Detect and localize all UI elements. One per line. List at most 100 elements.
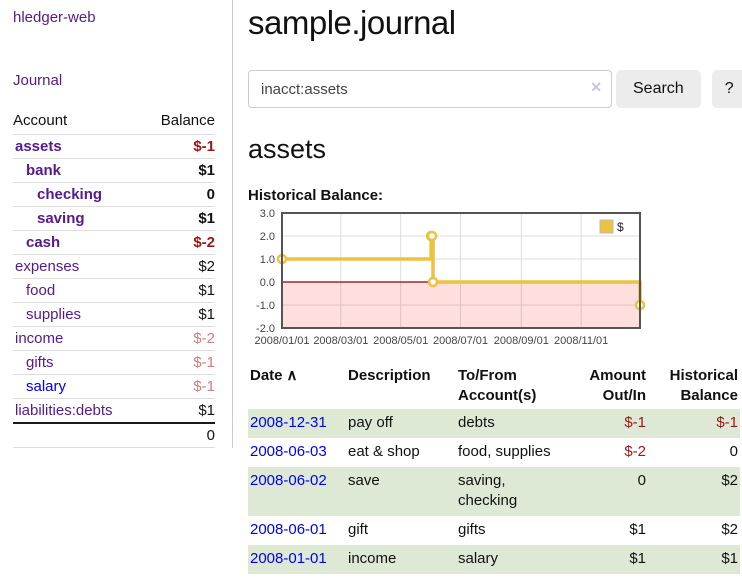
account-heading: assets — [248, 134, 327, 164]
register-accounts-cell: salary — [458, 550, 499, 567]
chart-x-tick-label: 2008/03/01 — [313, 335, 368, 347]
chart-legend-label: $ — [617, 220, 624, 234]
clear-search-icon[interactable]: ✕ — [590, 79, 602, 95]
register-row: 2008-06-02 save saving, checking 0 $2 — [248, 467, 740, 516]
register-table: Date ∧ Description To/From Account(s) Amo… — [248, 364, 740, 574]
account-row: supplies $1 — [13, 302, 215, 327]
search-input[interactable] — [248, 70, 612, 108]
register-accounts-cell: food, supplies — [458, 443, 551, 460]
account-name-cell: saving — [13, 206, 144, 231]
account-balance: $-1 — [143, 134, 215, 159]
account-balance: $1 — [143, 158, 215, 183]
chart-x-tick-label: 2008/09/01 — [494, 335, 549, 347]
account-balance: $-1 — [143, 350, 215, 375]
account-link[interactable]: liabilities:debts — [15, 402, 113, 419]
register-date-link[interactable]: 2008-01-01 — [250, 550, 327, 567]
sidebar-item-journal[interactable]: Journal — [13, 72, 63, 89]
chart-y-tick-label: 2.0 — [260, 231, 275, 243]
search-button[interactable]: Search — [616, 70, 701, 108]
accounts-total-spacer — [13, 422, 144, 448]
register-amount-cell: $-1 — [624, 414, 646, 431]
account-row: income $-2 — [13, 326, 215, 351]
chart-y-tick-label: 0.0 — [260, 277, 275, 289]
chart-x-tick-label: 2008/07/01 — [433, 335, 488, 347]
account-link[interactable]: assets — [15, 138, 62, 155]
register-date-link[interactable]: 2008-06-01 — [250, 521, 327, 538]
register-amount-cell: $1 — [629, 550, 646, 567]
account-balance: $1 — [143, 302, 215, 327]
chart-y-tick-label: -1.0 — [256, 300, 275, 312]
account-row: saving $1 — [13, 206, 215, 231]
account-balance: $-2 — [143, 230, 215, 255]
account-name-cell: assets — [13, 134, 144, 159]
account-balance: $-2 — [143, 326, 215, 351]
register-row: 2008-06-03 eat & shop food, supplies $-2 0 — [248, 438, 740, 467]
account-balance: $1 — [143, 398, 215, 423]
account-link[interactable]: checking — [37, 186, 103, 203]
search-form: ✕ Search ? — [248, 70, 742, 108]
account-link[interactable]: salary — [26, 378, 67, 395]
chart-negative-region — [282, 282, 640, 328]
register-amount-cell: $-2 — [624, 443, 646, 460]
register-date-link[interactable]: 2008-06-03 — [250, 443, 327, 460]
accounts-total-value: 0 — [143, 422, 215, 448]
register-description-cell: gift — [348, 521, 369, 538]
account-row: salary $-1 — [13, 374, 215, 399]
app-title-link[interactable]: hledger-web — [13, 9, 96, 26]
page-title: sample.journal — [248, 4, 456, 41]
accounts-table-body: assets $-1 bank $1 checking 0 saving $1 cash $-2 e… — [13, 134, 215, 448]
register-balance-cell: $2 — [721, 521, 738, 538]
account-name-cell: bank — [13, 158, 144, 183]
account-link[interactable]: gifts — [26, 354, 54, 371]
account-name-cell: gifts — [13, 350, 144, 375]
register-header-accounts: To/From Account(s) — [458, 367, 537, 404]
sidebar: hledger-web Journal Account Balance asse… — [0, 0, 233, 448]
accounts-table: Account Balance assets $-1 bank $1 checking 0… — [13, 110, 215, 448]
account-link[interactable]: food — [26, 282, 56, 299]
account-balance: $1 — [143, 206, 215, 231]
chart-label: Historical Balance: — [248, 187, 384, 204]
register-header-description: Description — [348, 367, 431, 384]
accounts-header-account: Account — [13, 112, 68, 129]
register-date-link[interactable]: 2008-06-02 — [250, 472, 327, 489]
register-balance-cell: $-1 — [716, 414, 738, 431]
register-description-cell: income — [348, 550, 397, 567]
account-balance: $1 — [143, 278, 215, 303]
account-link[interactable]: expenses — [15, 258, 80, 275]
register-balance-cell: $2 — [721, 472, 738, 489]
help-button[interactable]: ? — [711, 70, 742, 108]
chart-x-tick-label: 2008/05/01 — [373, 335, 428, 347]
register-date-cell: 2008-12-31 — [248, 409, 348, 438]
chart-x-tick-label: 2008/11/01 — [554, 335, 608, 347]
account-row: cash $-2 — [13, 230, 215, 255]
register-date-cell: 2008-06-01 — [248, 516, 348, 545]
account-link[interactable]: supplies — [26, 306, 82, 323]
account-balance: $2 — [143, 254, 215, 279]
register-accounts-cell: saving, checking — [458, 472, 518, 509]
chart-x-tick-label: 2008/01/01 — [254, 335, 309, 347]
register-amount-cell: $1 — [629, 521, 646, 538]
account-row: assets $-1 — [13, 134, 215, 159]
account-name-cell: food — [13, 278, 144, 303]
register-accounts-cell: gifts — [458, 521, 486, 538]
register-header-balance: Historical Balance — [669, 367, 738, 404]
account-link[interactable]: bank — [26, 162, 62, 179]
account-row: expenses $2 — [13, 254, 215, 279]
register-table-body: 2008-12-31 pay off debts $-1 $-1 2008-06-03 ea… — [248, 409, 740, 574]
register-amount-cell: 0 — [637, 472, 646, 489]
account-link[interactable]: cash — [26, 234, 61, 251]
register-date-cell: 2008-01-01 — [248, 545, 348, 574]
account-row: food $1 — [13, 278, 215, 303]
account-name-cell: salary — [13, 374, 144, 399]
account-name-cell: supplies — [13, 302, 144, 327]
register-date-link[interactable]: 2008-12-31 — [250, 414, 327, 431]
account-link[interactable]: income — [15, 330, 64, 347]
account-name-cell: checking — [13, 182, 144, 207]
register-row: 2008-12-31 pay off debts $-1 $-1 — [248, 409, 740, 438]
register-header-date[interactable]: Date ∧ — [250, 367, 298, 384]
account-row: liabilities:debts $1 — [13, 398, 215, 423]
account-balance: $-1 — [143, 374, 215, 399]
historical-balance-chart: $3.0 2.0 1.0 0.0 -1.0 -2.0 2008/01/01 2008/03/0… — [248, 207, 742, 349]
account-link[interactable]: saving — [37, 210, 85, 227]
